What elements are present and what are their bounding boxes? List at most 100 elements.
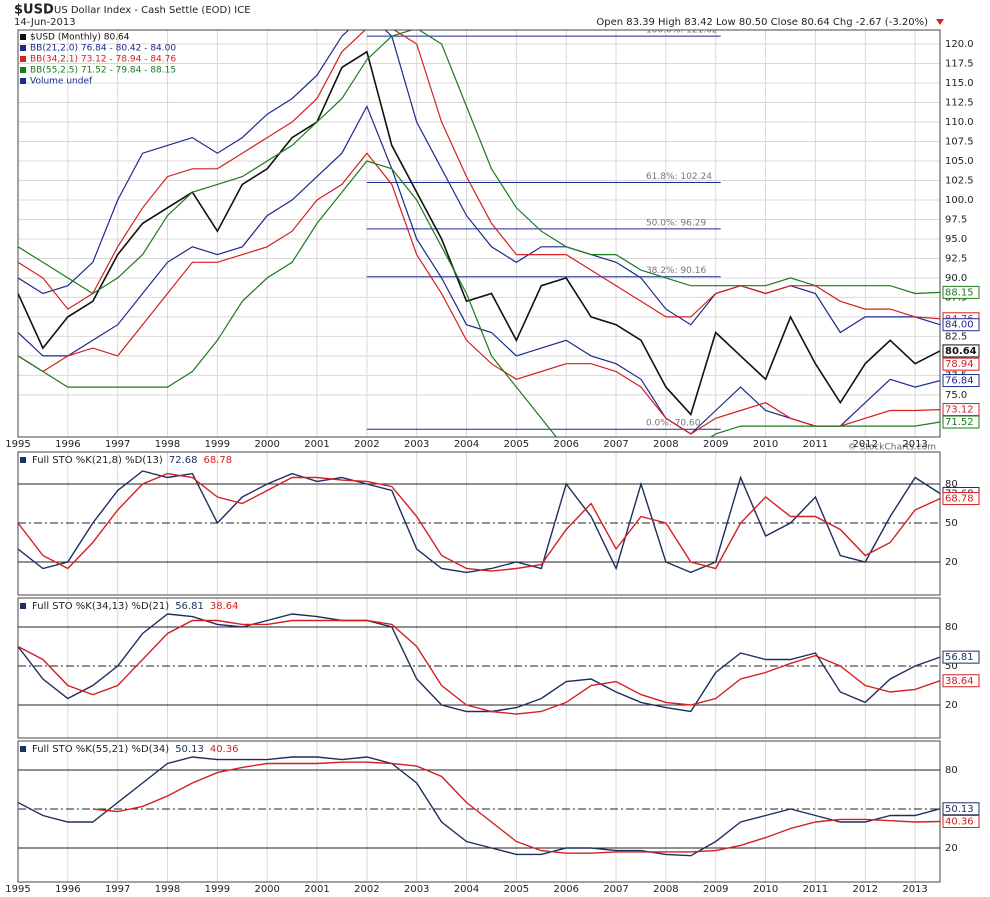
x-tick-label: 2008 bbox=[653, 439, 678, 450]
x-tick-label: 2007 bbox=[603, 439, 628, 450]
y-tick-label: 102.5 bbox=[945, 175, 974, 186]
y-tick-label: 75.0 bbox=[945, 390, 967, 401]
y-tick-label: 112.5 bbox=[945, 98, 974, 109]
x-tick-label: 1995 bbox=[5, 884, 30, 895]
x-tick-label: 2012 bbox=[853, 439, 878, 450]
x-tick-label: 1999 bbox=[205, 439, 230, 450]
x-tick-label: 2005 bbox=[504, 439, 529, 450]
value-tag bbox=[942, 650, 980, 664]
price-tag bbox=[942, 374, 980, 388]
panel-title: Full STO %K(34,13) %D(21) bbox=[32, 601, 169, 612]
plot-area bbox=[18, 741, 940, 882]
price-tag bbox=[942, 357, 980, 371]
series-line bbox=[18, 50, 940, 416]
panel-frame bbox=[17, 740, 941, 883]
series-line bbox=[18, 619, 940, 715]
series-line bbox=[18, 470, 940, 574]
series-line bbox=[92, 761, 940, 854]
y-tick-label: 117.5 bbox=[945, 59, 974, 70]
y-tick-label: 95.0 bbox=[945, 234, 967, 245]
panel-value: 68.78 bbox=[203, 455, 232, 466]
plot-area: 61.8%: 102.24 50.0%: 96.29 38.2%: 90.16 0.0… bbox=[18, 26, 940, 437]
legend-swatch bbox=[20, 78, 26, 84]
y-tick-label: 115.0 bbox=[945, 78, 974, 89]
price-tag bbox=[942, 285, 980, 299]
series-line bbox=[18, 756, 940, 857]
x-tick-label: 1996 bbox=[55, 884, 80, 895]
legend-swatch bbox=[20, 56, 26, 62]
y-tick-label: 20 bbox=[945, 557, 958, 568]
value-tag bbox=[942, 802, 980, 816]
panel-title: Full STO %K(21,8) %D(13) bbox=[32, 455, 163, 466]
panel-frame bbox=[17, 29, 941, 438]
x-tick-label: 1997 bbox=[105, 884, 130, 895]
y-tick-label: 97.5 bbox=[945, 214, 967, 225]
value-tag bbox=[942, 814, 980, 828]
series-line bbox=[18, 160, 940, 437]
credit: © StockCharts.com bbox=[848, 443, 936, 453]
x-tick-label: 2001 bbox=[304, 439, 329, 450]
series-line bbox=[18, 30, 940, 320]
y-tick-label: 20 bbox=[945, 700, 958, 711]
y-tick-label: 80 bbox=[945, 622, 958, 633]
y-tick-label: 82.5 bbox=[945, 331, 967, 342]
y-tick-label: 120.0 bbox=[945, 39, 974, 50]
price-tag bbox=[942, 415, 980, 429]
fib-label: 100.0%: 121.02 bbox=[646, 26, 718, 36]
panel-frame bbox=[17, 597, 941, 739]
price-tag-label: 73.12 bbox=[945, 405, 974, 416]
x-tick-label: 2004 bbox=[454, 884, 479, 895]
down-arrow bbox=[936, 19, 944, 25]
panel-value: 72.68 bbox=[169, 455, 198, 466]
value-tag bbox=[942, 492, 980, 506]
value-tag bbox=[942, 674, 980, 688]
price-tag-label: 84.00 bbox=[945, 320, 974, 331]
legend-swatch bbox=[20, 746, 26, 752]
x-tick-label: 1998 bbox=[155, 439, 180, 450]
legend-entry: BB(21,2.0) 76.84 - 80.42 - 84.00 bbox=[30, 44, 176, 54]
x-tick-label: 2013 bbox=[902, 884, 927, 895]
fib-label: 50.0%: 96.29 bbox=[646, 218, 707, 228]
fib-label: 61.8%: 102.24 bbox=[646, 172, 712, 182]
price-tag-label: 76.84 bbox=[945, 376, 974, 387]
x-tick-label: 2000 bbox=[254, 884, 279, 895]
x-tick-label: 2006 bbox=[553, 884, 578, 895]
fib-label: 38.2%: 90.16 bbox=[646, 266, 707, 276]
x-tick-label: 1997 bbox=[105, 439, 130, 450]
legend-entry: Volume undef bbox=[30, 77, 93, 87]
symbol: $USD bbox=[14, 3, 54, 18]
x-tick-label: 2000 bbox=[254, 439, 279, 450]
x-tick-label: 2012 bbox=[853, 884, 878, 895]
y-tick-label: 20 bbox=[945, 843, 958, 854]
legend-swatch bbox=[20, 603, 26, 609]
legend-entry: $USD (Monthly) 80.64 bbox=[30, 33, 130, 43]
value-tag-label: 50.13 bbox=[945, 804, 974, 815]
panel-value: 56.81 bbox=[175, 601, 204, 612]
y-tick-label: 110.0 bbox=[945, 117, 974, 128]
series-line bbox=[18, 104, 940, 435]
series-line bbox=[18, 152, 940, 435]
x-tick-label: 2008 bbox=[653, 884, 678, 895]
x-tick-label: 1999 bbox=[205, 884, 230, 895]
price-tag-label: 78.94 bbox=[945, 359, 974, 370]
x-tick-label: 2001 bbox=[304, 884, 329, 895]
price-tag bbox=[942, 318, 980, 332]
y-tick-label: 100.0 bbox=[945, 195, 974, 206]
instrument-name: US Dollar Index - Cash Settle (EOD) ICE bbox=[54, 5, 251, 16]
x-tick-label: 2004 bbox=[454, 439, 479, 450]
x-tick-label: 2002 bbox=[354, 884, 379, 895]
y-tick-label: 107.5 bbox=[945, 136, 974, 147]
panel-value: 50.13 bbox=[175, 744, 204, 755]
x-tick-label: 1996 bbox=[55, 439, 80, 450]
x-tick-label: 2003 bbox=[404, 439, 429, 450]
y-tick-label: 105.0 bbox=[945, 156, 974, 167]
x-tick-label: 2010 bbox=[753, 884, 778, 895]
x-tick-label: 1995 bbox=[5, 439, 30, 450]
value-tag-label: 38.64 bbox=[945, 676, 974, 687]
panel-frame bbox=[17, 451, 941, 596]
panel-title: Full STO %K(55,21) %D(34) bbox=[32, 744, 169, 755]
series-line bbox=[18, 30, 940, 295]
x-tick-label: 2002 bbox=[354, 439, 379, 450]
x-tick-label: 2010 bbox=[753, 439, 778, 450]
